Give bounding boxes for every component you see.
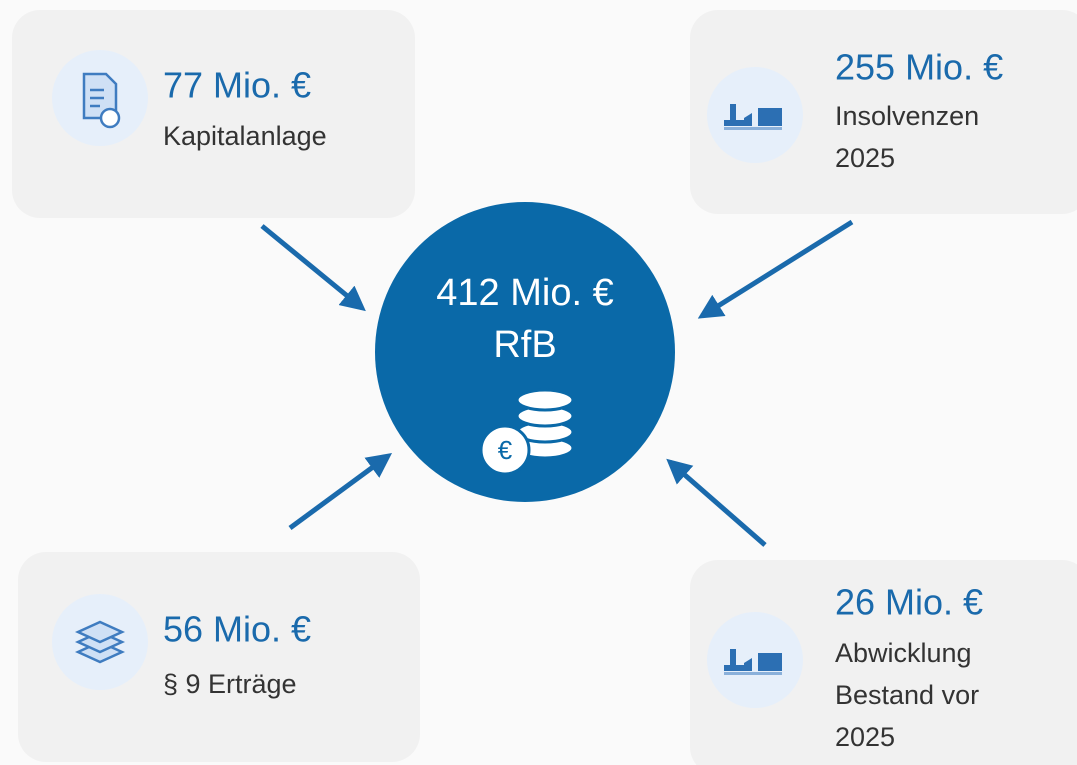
arrow bbox=[666, 458, 767, 547]
node-amount: 255 Mio. € bbox=[835, 47, 1003, 88]
node-label: Insolvenzen bbox=[835, 101, 979, 131]
arrow bbox=[288, 453, 393, 531]
layers-icon bbox=[74, 620, 126, 664]
center-amount: 412 Mio. € bbox=[436, 272, 613, 314]
node-amount: 56 Mio. € bbox=[163, 609, 311, 650]
node-amount: 26 Mio. € bbox=[835, 582, 983, 623]
center-label: RfB bbox=[493, 324, 556, 366]
factory-icon bbox=[724, 104, 782, 130]
card bbox=[690, 560, 1077, 765]
node-label: Kapitalanlage bbox=[163, 121, 327, 151]
arrow bbox=[260, 224, 366, 312]
node-label: Bestand vor bbox=[835, 680, 979, 710]
icon-bg bbox=[707, 67, 803, 163]
node-label: § 9 Erträge bbox=[163, 669, 297, 699]
svg-text:€: € bbox=[498, 435, 513, 465]
factory-icon bbox=[724, 649, 782, 675]
arrow bbox=[697, 219, 854, 319]
node-label: 2025 bbox=[835, 722, 895, 752]
node-amount: 77 Mio. € bbox=[163, 65, 311, 106]
center-circle bbox=[375, 202, 675, 502]
card bbox=[690, 10, 1077, 214]
node-label: Abwicklung bbox=[835, 638, 972, 668]
node-label: 2025 bbox=[835, 143, 895, 173]
coins-icon: € bbox=[479, 388, 575, 476]
document-icon bbox=[82, 72, 121, 129]
icon-bg bbox=[707, 612, 803, 708]
